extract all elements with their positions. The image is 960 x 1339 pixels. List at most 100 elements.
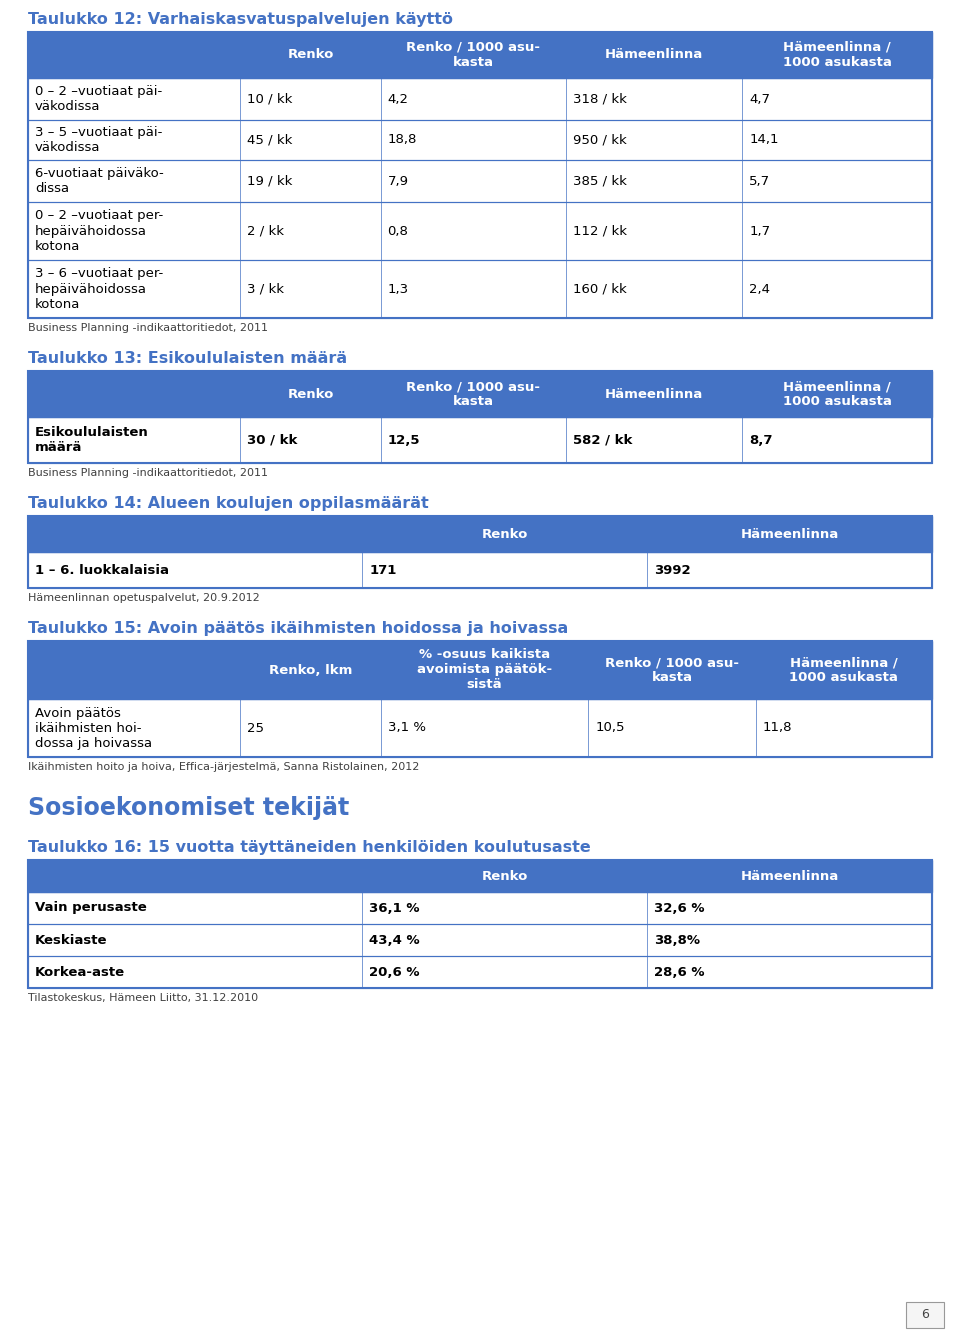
Bar [380,371,565,416]
Text: Taulukko 14: Alueen koulujen oppilasmäärät: Taulukko 14: Alueen koulujen oppilasmäär… [28,495,429,511]
Bar [380,699,588,757]
Bar [380,121,565,159]
Bar [906,1302,944,1328]
Bar [28,32,240,78]
Bar [756,699,932,757]
Bar [380,641,588,699]
Bar [380,260,565,317]
Text: 7,9: 7,9 [388,174,409,187]
Text: 2,4: 2,4 [749,283,770,296]
Text: 25: 25 [248,722,264,735]
Bar [240,121,380,159]
Text: Ikäihmisten hoito ja hoiva, Effica-järjestelmä, Sanna Ristolainen, 2012: Ikäihmisten hoito ja hoiva, Effica-järje… [28,762,420,773]
Bar [647,956,932,988]
Bar [28,699,240,757]
Bar [28,892,363,924]
Text: 3 / kk: 3 / kk [248,283,284,296]
Bar [28,641,932,699]
Text: 12,5: 12,5 [388,434,420,446]
Text: 10,5: 10,5 [595,722,625,735]
Text: Vain perusaste: Vain perusaste [35,901,147,915]
Text: 385 / kk: 385 / kk [573,174,627,187]
Bar [28,516,932,552]
Bar [363,956,647,988]
Text: Tilastokeskus, Hämeen Liitto, 31.12.2010: Tilastokeskus, Hämeen Liitto, 31.12.2010 [28,994,258,1003]
Bar [240,641,380,699]
Text: 950 / kk: 950 / kk [573,134,627,146]
Bar [28,32,932,78]
Bar [28,371,932,416]
Text: 18,8: 18,8 [388,134,417,146]
Bar [28,892,932,924]
Bar [28,860,932,988]
Text: Renko: Renko [482,528,528,541]
Bar [742,260,932,317]
Bar [363,860,647,892]
Text: 5,7: 5,7 [749,174,770,187]
Bar [647,516,932,552]
Bar [28,78,932,121]
Text: Hämeenlinna /
1000 asukasta: Hämeenlinna / 1000 asukasta [789,656,899,684]
Bar [380,159,565,202]
Text: Business Planning -indikaattoritiedot, 2011: Business Planning -indikaattoritiedot, 2… [28,469,268,478]
Bar [28,416,932,463]
Text: 3992: 3992 [655,564,691,577]
Bar [742,202,932,260]
Text: 0 – 2 –vuotiaat päi-
väkodissa: 0 – 2 –vuotiaat päi- väkodissa [35,84,162,112]
Bar [28,32,932,317]
Text: Hämeenlinna: Hämeenlinna [740,869,839,882]
Text: 28,6 %: 28,6 % [655,965,705,979]
Text: 20,6 %: 20,6 % [370,965,420,979]
Text: Esikoululaisten
määrä: Esikoululaisten määrä [35,426,149,454]
Text: 3 – 5 –vuotiaat päi-
väkodissa: 3 – 5 –vuotiaat päi- väkodissa [35,126,162,154]
Bar [380,416,565,463]
Bar [588,641,756,699]
Bar [363,892,647,924]
Text: Renko: Renko [287,387,334,400]
Bar [742,371,932,416]
Bar [742,121,932,159]
Bar [28,641,932,757]
Text: Renko, lkm: Renko, lkm [269,664,352,676]
Bar [240,159,380,202]
Bar [565,416,742,463]
Bar [565,32,742,78]
Bar [363,516,647,552]
Bar [28,924,363,956]
Bar [28,516,363,552]
Text: % -osuus kaikista
avoimista päätök-
sistä: % -osuus kaikista avoimista päätök- sist… [417,648,552,691]
Bar [28,416,240,463]
Bar [742,32,932,78]
Text: 1,7: 1,7 [749,225,770,237]
Text: 45 / kk: 45 / kk [248,134,293,146]
Text: Taulukko 15: Avoin päätös ikäihmisten hoidossa ja hoivassa: Taulukko 15: Avoin päätös ikäihmisten ho… [28,621,568,636]
Bar [28,371,932,463]
Text: 0,8: 0,8 [388,225,408,237]
Bar [742,78,932,121]
Text: Hämeenlinna /
1000 asukasta: Hämeenlinna / 1000 asukasta [782,42,892,70]
Bar [28,159,932,202]
Text: Hämeenlinnan opetuspalvelut, 20.9.2012: Hämeenlinnan opetuspalvelut, 20.9.2012 [28,593,260,603]
Bar [756,641,932,699]
Bar [565,121,742,159]
Text: Renko: Renko [287,48,334,62]
Bar [28,371,240,416]
Bar [240,32,380,78]
Bar [363,552,647,588]
Bar [28,260,240,317]
Text: 10 / kk: 10 / kk [248,92,293,106]
Bar [380,202,565,260]
Bar [742,416,932,463]
Bar [565,78,742,121]
Bar [28,641,240,699]
Bar [380,78,565,121]
Text: 11,8: 11,8 [762,722,792,735]
Text: Renko: Renko [482,869,528,882]
Bar [28,552,363,588]
Text: Sosioekonomiset tekijät: Sosioekonomiset tekijät [28,795,349,819]
Bar [28,956,932,988]
Text: 582 / kk: 582 / kk [573,434,633,446]
Text: Hämeenlinna: Hämeenlinna [605,387,703,400]
Bar [380,32,565,78]
Text: 4,7: 4,7 [749,92,770,106]
